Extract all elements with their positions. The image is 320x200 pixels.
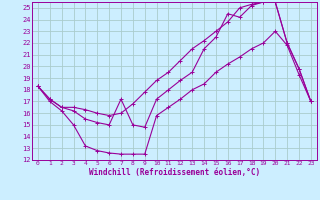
X-axis label: Windchill (Refroidissement éolien,°C): Windchill (Refroidissement éolien,°C) <box>89 168 260 177</box>
